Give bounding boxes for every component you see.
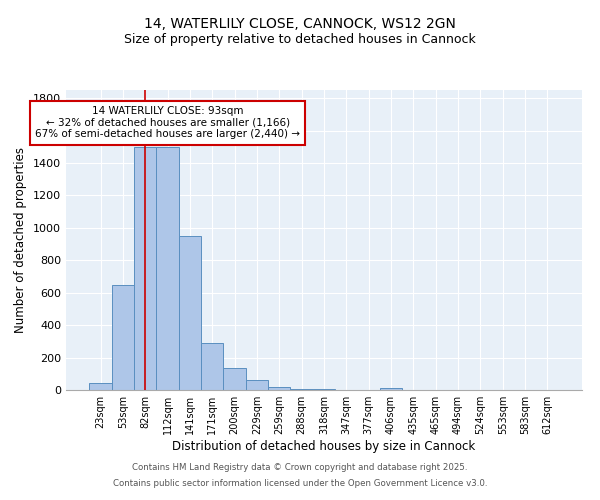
Bar (112, 284, 134, 390)
Text: 14 WATERLILY CLOSE: 93sqm
← 32% of detached houses are smaller (1,166)
67% of se: 14 WATERLILY CLOSE: 93sqm ← 32% of detac… (35, 106, 300, 140)
Text: Contains HM Land Registry data © Crown copyright and database right 2025.: Contains HM Land Registry data © Crown c… (132, 464, 468, 472)
Text: 14, WATERLILY CLOSE, CANNOCK, WS12 2GN: 14, WATERLILY CLOSE, CANNOCK, WS12 2GN (144, 18, 456, 32)
Y-axis label: Number of detached properties: Number of detached properties (14, 147, 28, 333)
Bar (290, 388, 313, 390)
Bar (89, 382, 112, 390)
Bar (134, 147, 157, 390)
Bar (157, 147, 179, 390)
Bar (179, 236, 201, 390)
Bar (201, 343, 223, 390)
Bar (223, 368, 246, 390)
Text: Contains public sector information licensed under the Open Government Licence v3: Contains public sector information licen… (113, 478, 487, 488)
Bar (246, 380, 268, 390)
Bar (380, 388, 402, 390)
X-axis label: Distribution of detached houses by size in Cannock: Distribution of detached houses by size … (172, 440, 476, 453)
Bar (268, 387, 290, 390)
Text: Size of property relative to detached houses in Cannock: Size of property relative to detached ho… (124, 32, 476, 46)
